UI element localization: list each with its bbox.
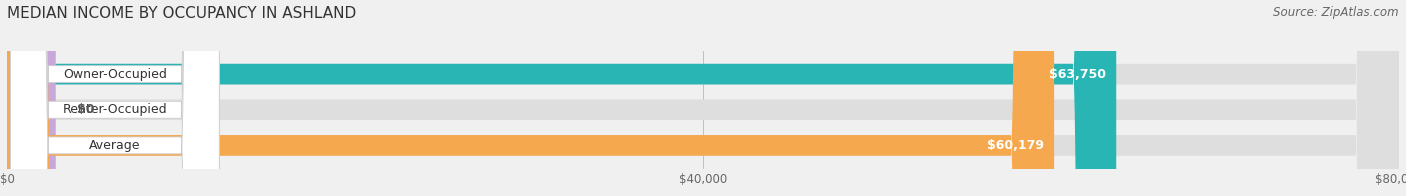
Text: Source: ZipAtlas.com: Source: ZipAtlas.com: [1274, 6, 1399, 19]
FancyBboxPatch shape: [10, 0, 219, 196]
Text: $0: $0: [77, 103, 94, 116]
FancyBboxPatch shape: [10, 0, 219, 196]
FancyBboxPatch shape: [7, 0, 56, 196]
Text: $60,179: $60,179: [987, 139, 1043, 152]
FancyBboxPatch shape: [7, 0, 1054, 196]
FancyBboxPatch shape: [7, 0, 1399, 196]
Text: Average: Average: [89, 139, 141, 152]
FancyBboxPatch shape: [10, 0, 219, 196]
Text: $63,750: $63,750: [1049, 68, 1105, 81]
Text: Renter-Occupied: Renter-Occupied: [63, 103, 167, 116]
FancyBboxPatch shape: [7, 0, 1399, 196]
Text: Owner-Occupied: Owner-Occupied: [63, 68, 167, 81]
FancyBboxPatch shape: [7, 0, 1399, 196]
FancyBboxPatch shape: [7, 0, 1116, 196]
Text: MEDIAN INCOME BY OCCUPANCY IN ASHLAND: MEDIAN INCOME BY OCCUPANCY IN ASHLAND: [7, 6, 356, 21]
